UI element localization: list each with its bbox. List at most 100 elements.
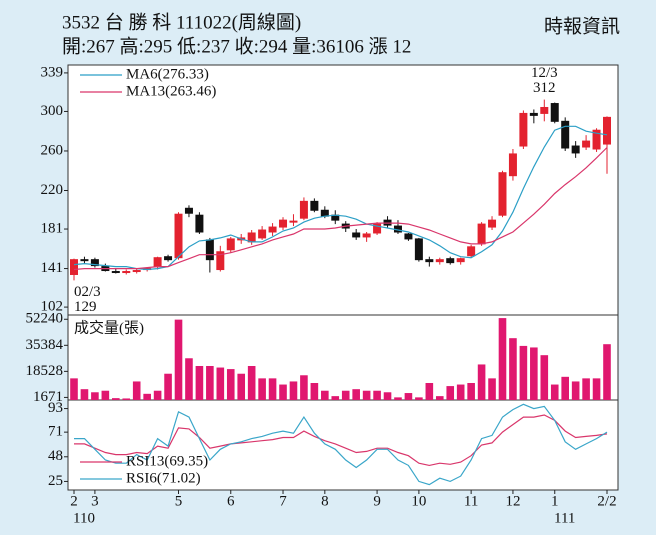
volume-bar [446, 386, 455, 400]
candle-body [571, 145, 580, 154]
volume-bar [488, 378, 496, 400]
annotation-value: 312 [533, 80, 556, 96]
volume-bar [101, 390, 110, 400]
y-tick-label: 339 [41, 64, 64, 80]
volume-bar [498, 318, 507, 400]
y-tick-label: 260 [41, 142, 64, 158]
candle-body [258, 229, 267, 239]
candle-body [414, 238, 423, 261]
volume-bar [362, 390, 371, 400]
candle-body [247, 232, 256, 243]
candle-body [279, 219, 288, 228]
volume-bar [571, 381, 580, 400]
candle-body [498, 172, 507, 216]
volume-bar [383, 392, 392, 400]
volume-bar [112, 398, 120, 400]
volume-bar [467, 383, 475, 400]
volume-bar [185, 358, 193, 400]
volume-bar [561, 376, 569, 400]
chart-title: 3532 台 勝 科 111022(周線圖) [62, 11, 301, 33]
legend-label: RSI6(71.02) [126, 470, 201, 486]
volume-bar [352, 389, 360, 400]
volume-bar [550, 384, 559, 400]
line [73, 125, 608, 271]
x-tick-label: 5 [175, 493, 183, 509]
volume-bar [582, 378, 590, 400]
volume-bar [226, 369, 235, 400]
candle-body [184, 207, 193, 214]
candle-body [446, 258, 455, 264]
candle-body [603, 116, 611, 145]
volume-bar [132, 381, 141, 400]
chart-subtitle: 開:267 高:295 低:237 收:294 量:36106 漲 12 [62, 35, 411, 57]
candle-body [561, 120, 570, 149]
candle-body [592, 129, 601, 150]
volume-bar [373, 390, 381, 400]
candle-body [467, 246, 476, 257]
candle-body [111, 271, 120, 274]
x-tick-label: 1 [551, 493, 559, 509]
volume-bar [592, 378, 601, 400]
x-tick-label: 6 [227, 493, 235, 509]
volume-bar [206, 366, 214, 400]
volume-bar [456, 384, 465, 400]
x-tick-label: 2 [70, 493, 78, 509]
candle-body [404, 233, 413, 240]
legend-label: MA13(263.46) [126, 83, 216, 99]
candle-body [310, 200, 319, 211]
legend-label: MA6(276.33) [126, 66, 209, 82]
y-tick-label: 220 [41, 182, 64, 198]
annotation-value: 129 [74, 299, 97, 315]
x-tick-label: 10 [411, 493, 426, 509]
candle-body [362, 233, 371, 238]
x-year-label: 111 [554, 510, 575, 526]
volume-bar [435, 396, 444, 400]
volume-bar [174, 319, 183, 400]
volume-bar [300, 375, 308, 400]
rsi-panel [67, 399, 619, 491]
volume-bar [394, 397, 402, 400]
candle-body [174, 213, 183, 259]
line [73, 147, 608, 271]
candle-body [122, 271, 131, 274]
y-tick-label: 1671 [33, 389, 63, 405]
candle-body [352, 232, 361, 238]
volume-bar [153, 390, 162, 400]
volume-bar [164, 373, 172, 400]
volume-bar [80, 389, 89, 400]
line [74, 414, 608, 467]
volume-bar [331, 396, 340, 400]
candle-body [195, 214, 204, 233]
annotation-date: 02/3 [74, 284, 101, 300]
y-tick-label: 25 [48, 473, 63, 489]
candle-body [80, 259, 89, 262]
panel-title: 成交量(張) [74, 318, 144, 336]
candle-body [508, 153, 517, 177]
candle-body [226, 238, 235, 251]
volume-bar [247, 366, 256, 400]
volume-bar [310, 383, 319, 400]
y-tick-label: 300 [41, 103, 64, 119]
price-panel [67, 64, 619, 316]
volume-bar [258, 378, 266, 400]
y-tick-label: 141 [41, 260, 64, 276]
volume-bar [91, 392, 99, 400]
x-tick-label: 8 [321, 493, 329, 509]
candle-body [488, 219, 497, 228]
candle-body [268, 226, 277, 233]
candle-body [289, 220, 298, 223]
candle-body [320, 209, 329, 217]
volume-bar [415, 397, 423, 400]
y-tick-label: 18528 [26, 363, 64, 379]
candle-body [90, 259, 99, 267]
x-tick-label: 7 [279, 493, 287, 509]
volume-bar [603, 344, 611, 400]
volume-bar [122, 398, 131, 400]
annotation-date: 12/3 [531, 65, 558, 81]
volume-bar [70, 378, 78, 400]
volume-bar [143, 393, 151, 400]
candle-body [540, 106, 549, 114]
candle-body [435, 259, 444, 263]
candle-body [205, 239, 214, 261]
